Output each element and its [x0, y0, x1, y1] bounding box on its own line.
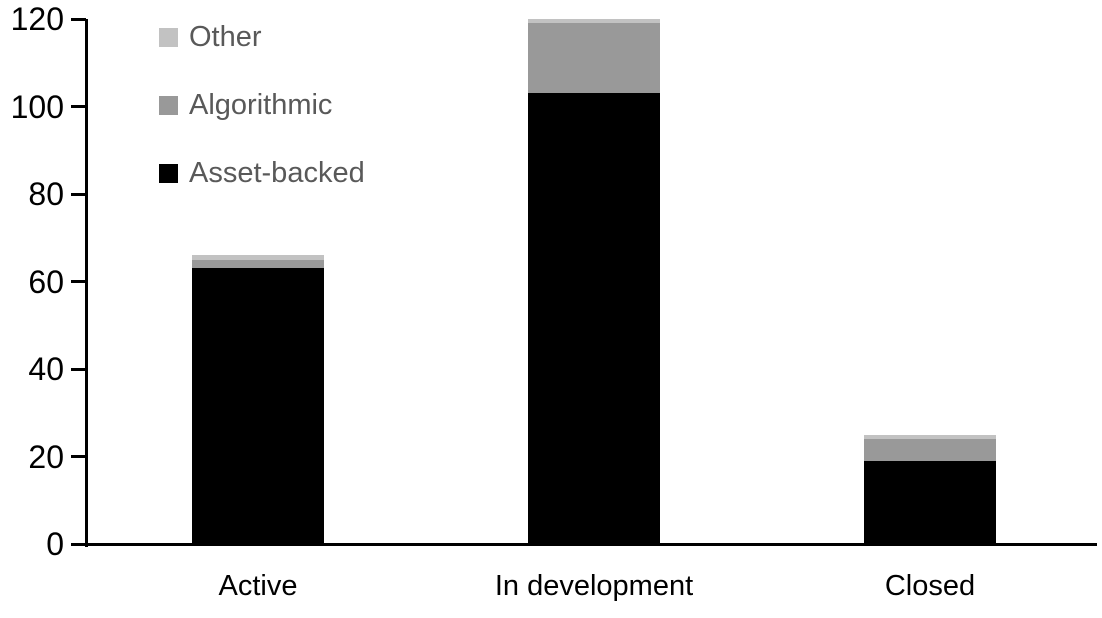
segment-asset-backed [528, 93, 660, 544]
y-tick-mark [71, 455, 86, 458]
y-tick-label: 20 [28, 438, 64, 475]
y-tick-label: 120 [10, 1, 64, 37]
y-tick-mark [71, 17, 86, 21]
y-tick-mark [71, 280, 86, 283]
segment-algorithmic [528, 23, 660, 94]
x-axis-label-active: Active [218, 570, 298, 602]
y-tick-mark [71, 367, 86, 371]
segment-asset-backed [192, 268, 324, 544]
segment-other [192, 255, 324, 260]
segment-algorithmic [192, 259, 324, 269]
segment-other [864, 434, 996, 439]
legend-item-algorithmic: Algorithmic [159, 88, 365, 121]
y-tick-mark [71, 542, 86, 546]
x-axis-label-closed: Closed [884, 570, 976, 602]
y-tick-label: 40 [28, 351, 64, 387]
legend-item-asset-backed: Asset-backed [159, 156, 365, 189]
bar-active [192, 255, 324, 544]
legend-label: Asset-backed [189, 156, 365, 189]
y-tick-mark [71, 105, 86, 108]
y-tick-label: 100 [10, 88, 64, 125]
legend-label: Algorithmic [189, 88, 333, 121]
legend-swatch-other [159, 27, 178, 47]
x-axis-line [85, 543, 1097, 546]
legend-label: Other [189, 20, 262, 53]
legend-swatch-algorithmic [159, 95, 178, 115]
segment-algorithmic [864, 439, 996, 461]
y-axis-line [85, 19, 88, 547]
y-tick-label: 80 [28, 176, 64, 212]
legend: Other Algorithmic Asset-backed [159, 20, 365, 226]
bar-closed [864, 434, 996, 544]
legend-item-other: Other [159, 20, 365, 53]
bar-in-development [528, 19, 660, 544]
y-tick-label: 0 [46, 526, 64, 562]
segment-other [528, 19, 660, 24]
legend-swatch-asset-backed [159, 163, 178, 183]
segment-asset-backed [864, 460, 996, 544]
y-tick-label: 60 [28, 263, 64, 300]
y-tick-mark [71, 192, 86, 196]
x-axis-label-in-development: In development [494, 570, 694, 602]
